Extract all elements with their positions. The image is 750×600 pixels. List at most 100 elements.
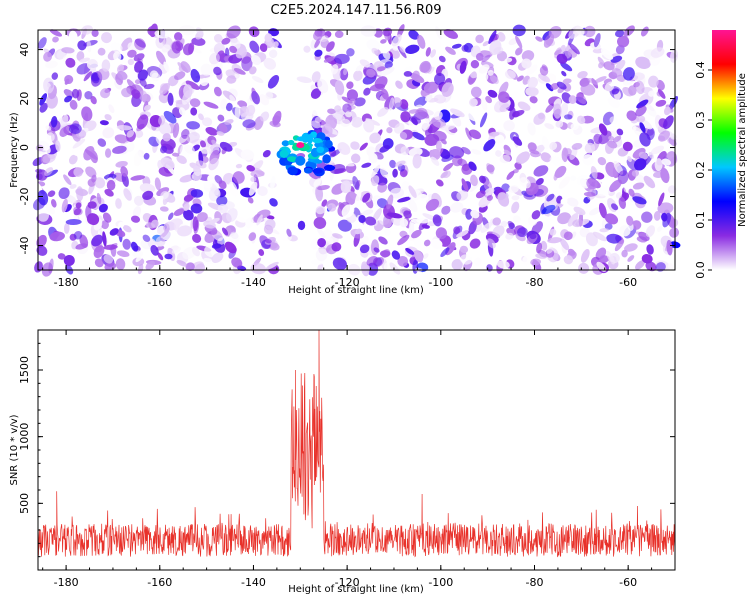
spectrogram-cell [104, 148, 112, 158]
colorbar-tick-label: 0.2 [694, 161, 707, 179]
spectrogram-cell [103, 173, 117, 180]
spectrogram-cell [79, 234, 89, 248]
spectrogram-signal-cell [279, 149, 289, 158]
spectrogram-cell [654, 158, 663, 172]
spectrogram-cell [540, 152, 552, 163]
spectrogram-cell [51, 199, 57, 208]
spectrogram-cell [382, 50, 391, 60]
spectrogram-cell [257, 186, 268, 197]
spectrogram-cell [94, 258, 104, 268]
spectrogram-cell [217, 237, 227, 245]
spectrogram-cell [359, 59, 371, 68]
spectrogram-cell [353, 70, 363, 82]
spectrogram-cell [617, 35, 630, 48]
spectrogram-cell [430, 49, 437, 58]
snr-y-tick-label: 1000 [18, 423, 31, 451]
spectrogram-cell [613, 160, 624, 175]
spectrogram-cell [597, 156, 607, 166]
spectrogram-cell [525, 86, 539, 97]
spectrogram-cell [461, 178, 469, 192]
spectrogram-cell [643, 175, 656, 189]
spectrogram-cell [509, 107, 516, 120]
spectrogram-cell [435, 179, 444, 187]
spectrogram-cell [332, 233, 343, 239]
spectrogram-cell [400, 111, 411, 123]
spectrogram-cell [631, 220, 642, 230]
snr-y-tick-label: 500 [18, 493, 31, 514]
spectrogram-cell [63, 222, 70, 234]
spectrogram-x-tick-label: -60 [619, 276, 637, 289]
spectrogram-cell [130, 215, 141, 223]
spectrogram-cell [640, 26, 649, 37]
spectrogram-cell [358, 215, 366, 223]
spectrogram-cell [377, 182, 388, 193]
spectrogram-cell [217, 114, 225, 122]
spectrogram-cell [286, 228, 292, 237]
spectrogram-cell [511, 195, 520, 201]
spectrogram-cell [369, 132, 381, 144]
spectrogram-cell [526, 64, 538, 75]
spectrogram-cell [200, 63, 213, 76]
spectrogram-cell [313, 217, 327, 229]
spectrogram-cell [576, 92, 587, 105]
spectrogram-cell [113, 51, 122, 62]
spectrogram-cell [73, 208, 82, 216]
spectrogram-cell [91, 174, 97, 183]
spectrogram-cell [569, 43, 580, 55]
spectrogram-cell [251, 91, 260, 105]
spectrogram-cell [468, 161, 477, 171]
spectrogram-cell [190, 107, 198, 116]
spectrogram-cell [63, 89, 75, 98]
spectrogram-cell [200, 140, 206, 148]
spectrogram-cell [218, 180, 227, 190]
spectrogram-cell [64, 95, 73, 103]
spectrogram-cell [43, 77, 55, 94]
spectrogram-cell [371, 164, 381, 178]
spectrogram-cell [586, 178, 598, 190]
spectrogram-cell [515, 35, 523, 49]
spectrogram-cell [219, 141, 233, 152]
spectrogram-cell [494, 134, 505, 144]
spectrogram-cell [58, 105, 70, 116]
spectrogram-cell [453, 226, 461, 235]
spectrogram-cell [211, 139, 217, 146]
spectrogram-cell [392, 97, 402, 108]
spectrogram-cell [604, 213, 619, 225]
spectrogram-signal-cell [313, 159, 323, 164]
spectrogram-cell [600, 48, 614, 60]
spectrogram-cell [568, 95, 577, 104]
spectrogram-cell [186, 132, 200, 143]
spectrogram-cell [553, 172, 559, 181]
spectrogram-cell [535, 178, 544, 186]
spectrogram-cell [68, 30, 78, 43]
spectrogram-cell [39, 102, 48, 113]
spectrogram-cell [567, 213, 579, 227]
spectrogram-cell [329, 148, 342, 158]
spectrogram-cell [315, 205, 326, 215]
spectrogram-cell [247, 197, 254, 204]
spectrogram-cell [666, 239, 673, 256]
spectrogram-cell [412, 153, 422, 169]
spectrogram-cell [479, 175, 486, 184]
spectrogram-cell [190, 68, 201, 83]
spectrogram-cell [606, 140, 618, 149]
spectrogram-cell [99, 120, 109, 126]
spectrogram-cell [118, 221, 125, 228]
spectrogram-cell [386, 194, 394, 210]
spectrogram-cell [176, 260, 188, 267]
spectrogram-cell [433, 110, 443, 121]
spectrogram-cell [533, 113, 546, 125]
spectrogram-cell [359, 244, 370, 254]
spectrogram-cell [470, 174, 478, 187]
spectrogram-cell [465, 112, 480, 122]
spectrogram-cell [249, 66, 257, 75]
spectrogram-cell [663, 106, 671, 116]
spectrogram-cell [264, 33, 273, 42]
spectrogram-cell [327, 203, 337, 212]
colorbar-scale [712, 30, 736, 270]
spectrogram-cell [191, 171, 202, 181]
spectrogram-cell [154, 177, 162, 191]
snr-x-tick-label: -80 [526, 576, 544, 589]
spectrogram-signal-cell [296, 136, 308, 142]
spectrogram-cell [456, 190, 469, 201]
